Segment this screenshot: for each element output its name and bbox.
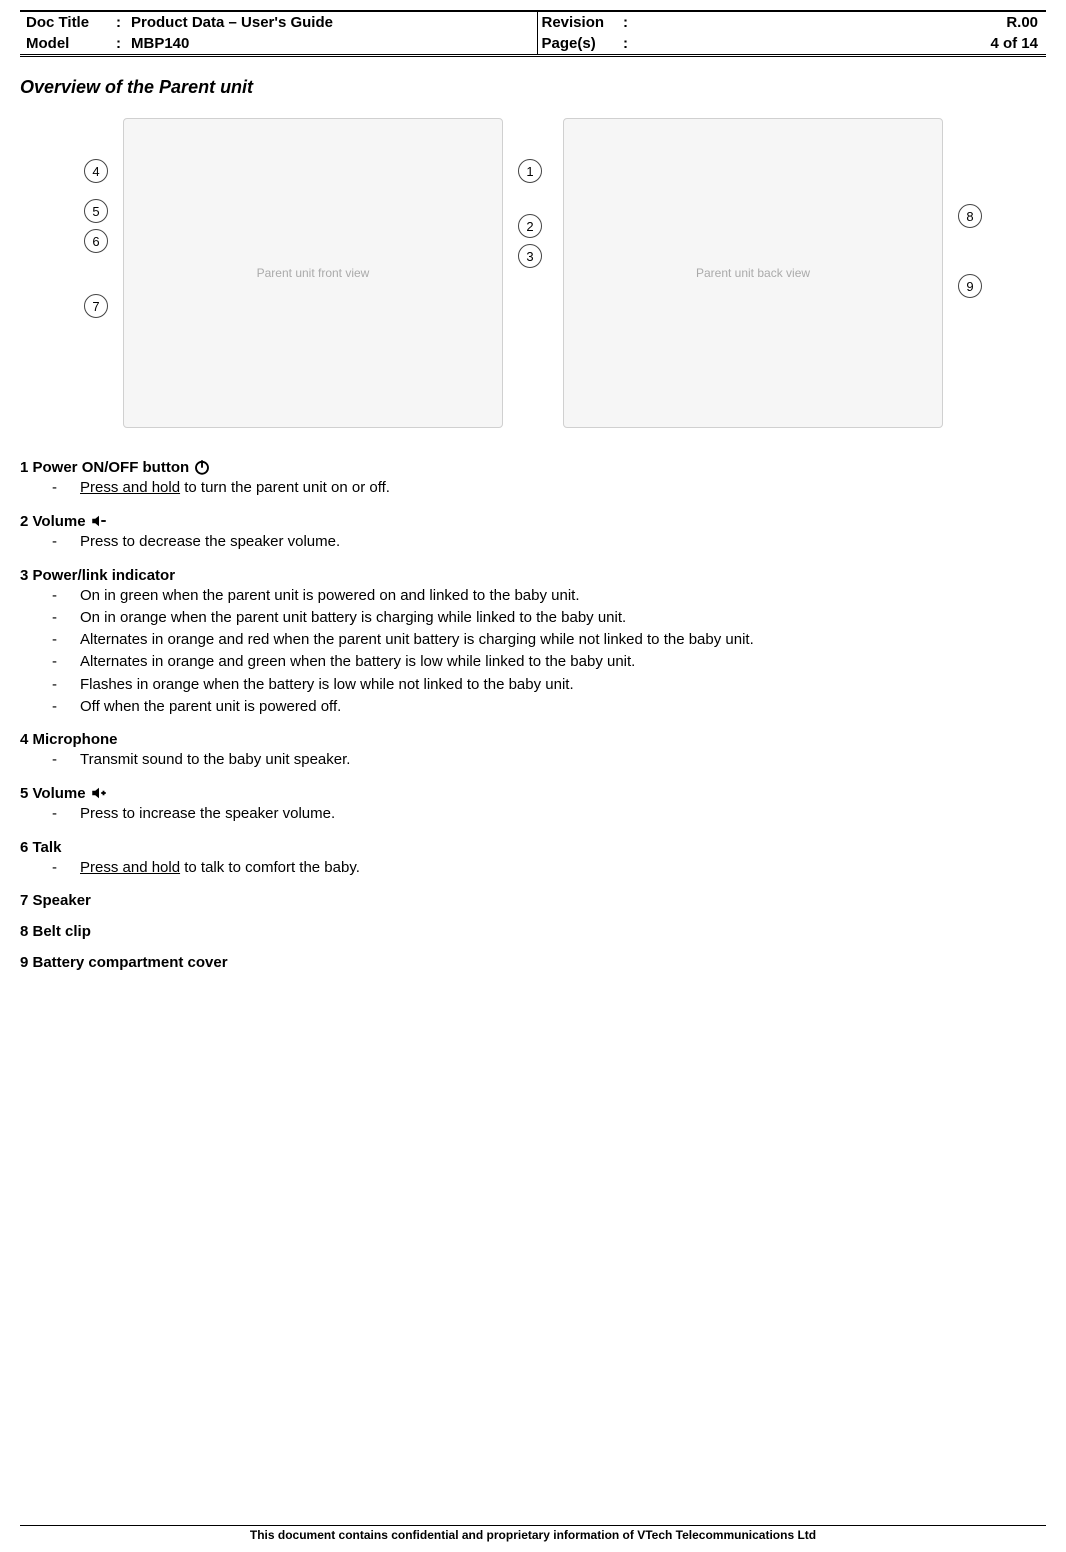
- text: to talk to comfort the baby.: [180, 859, 360, 876]
- diagram-callout-5: 5: [84, 199, 108, 223]
- list-item: Press to decrease the speaker volume.: [52, 532, 1046, 552]
- list-item: Transmit sound to the baby unit speaker.: [52, 750, 1046, 770]
- parent-unit-back-diagram: Parent unit back view 8 9: [563, 118, 943, 428]
- list-item: On in orange when the parent unit batter…: [52, 608, 1046, 628]
- feature-5-title: 5 Volume: [20, 785, 86, 802]
- diagram-placeholder-text: Parent unit front view: [257, 266, 370, 280]
- section-title: Overview of the Parent unit: [20, 77, 1046, 98]
- feature-6-heading: 6 Talk: [20, 839, 1046, 856]
- feature-3-heading: 3 Power/link indicator: [20, 567, 1046, 584]
- feature-1-list: Press and hold to turn the parent unit o…: [52, 478, 1046, 498]
- list-item: Flashes in orange when the battery is lo…: [52, 675, 1046, 695]
- diagram-placeholder-text: Parent unit back view: [696, 266, 810, 280]
- feature-4-list: Transmit sound to the baby unit speaker.: [52, 750, 1046, 770]
- separator: :: [110, 11, 127, 33]
- list-item: Off when the parent unit is powered off.: [52, 697, 1046, 717]
- feature-9-heading: 9 Battery compartment cover: [20, 954, 1046, 971]
- doc-title-label: Doc Title: [20, 11, 110, 33]
- feature-5-list: Press to increase the speaker volume.: [52, 804, 1046, 824]
- feature-6-title: 6 Talk: [20, 839, 61, 856]
- diagram-callout-9: 9: [958, 274, 982, 298]
- list-item: Alternates in orange and green when the …: [52, 652, 1046, 672]
- text: to turn the parent unit on or off.: [180, 479, 390, 496]
- diagram-callout-1: 1: [518, 159, 542, 183]
- list-item: On in green when the parent unit is powe…: [52, 586, 1046, 606]
- diagram-callout-6: 6: [84, 229, 108, 253]
- feature-1-title: 1 Power ON/OFF button: [20, 459, 189, 476]
- feature-9-title: 9 Battery compartment cover: [20, 954, 228, 971]
- parent-unit-front-diagram: Parent unit front view 1 2 3 4 5 6 7: [123, 118, 503, 428]
- feature-5-heading: 5 Volume: [20, 784, 1046, 802]
- model-value: MBP140: [127, 33, 537, 56]
- footer-text: This document contains confidential and …: [20, 1525, 1046, 1542]
- separator: :: [110, 33, 127, 56]
- feature-7-title: 7 Speaker: [20, 892, 91, 909]
- diagram-callout-3: 3: [518, 244, 542, 268]
- list-item: Alternates in orange and red when the pa…: [52, 630, 1046, 650]
- feature-8-title: 8 Belt clip: [20, 923, 91, 940]
- list-item: Press and hold to turn the parent unit o…: [52, 478, 1046, 498]
- feature-4-heading: 4 Microphone: [20, 731, 1046, 748]
- model-label: Model: [20, 33, 110, 56]
- diagram-callout-2: 2: [518, 214, 542, 238]
- diagram-callout-8: 8: [958, 204, 982, 228]
- diagram-callout-4: 4: [84, 159, 108, 183]
- separator: :: [617, 33, 634, 56]
- volume-down-icon: [90, 512, 108, 530]
- power-icon: [193, 458, 211, 476]
- diagram-callout-7: 7: [84, 294, 108, 318]
- pages-label: Page(s): [537, 33, 617, 56]
- feature-2-heading: 2 Volume: [20, 512, 1046, 530]
- feature-3-title: 3 Power/link indicator: [20, 567, 175, 584]
- pages-value: 4 of 14: [634, 33, 1046, 56]
- revision-value: R.00: [634, 11, 1046, 33]
- feature-6-list: Press and hold to talk to comfort the ba…: [52, 858, 1046, 878]
- list-item: Press to increase the speaker volume.: [52, 804, 1046, 824]
- doc-title-value: Product Data – User's Guide: [127, 11, 537, 33]
- revision-label: Revision: [537, 11, 617, 33]
- volume-up-icon: [90, 784, 108, 802]
- document-header-table: Doc Title : Product Data – User's Guide …: [20, 10, 1046, 57]
- feature-8-heading: 8 Belt clip: [20, 923, 1046, 940]
- diagram-row: Parent unit front view 1 2 3 4 5 6 7 Par…: [20, 118, 1046, 428]
- feature-2-list: Press to decrease the speaker volume.: [52, 532, 1046, 552]
- feature-3-list: On in green when the parent unit is powe…: [52, 586, 1046, 718]
- feature-7-heading: 7 Speaker: [20, 892, 1046, 909]
- feature-1-heading: 1 Power ON/OFF button: [20, 458, 1046, 476]
- feature-2-title: 2 Volume: [20, 513, 86, 530]
- list-item: Press and hold to talk to comfort the ba…: [52, 858, 1046, 878]
- feature-4-title: 4 Microphone: [20, 731, 118, 748]
- separator: :: [617, 11, 634, 33]
- underline-text: Press and hold: [80, 859, 180, 876]
- underline-text: Press and hold: [80, 479, 180, 496]
